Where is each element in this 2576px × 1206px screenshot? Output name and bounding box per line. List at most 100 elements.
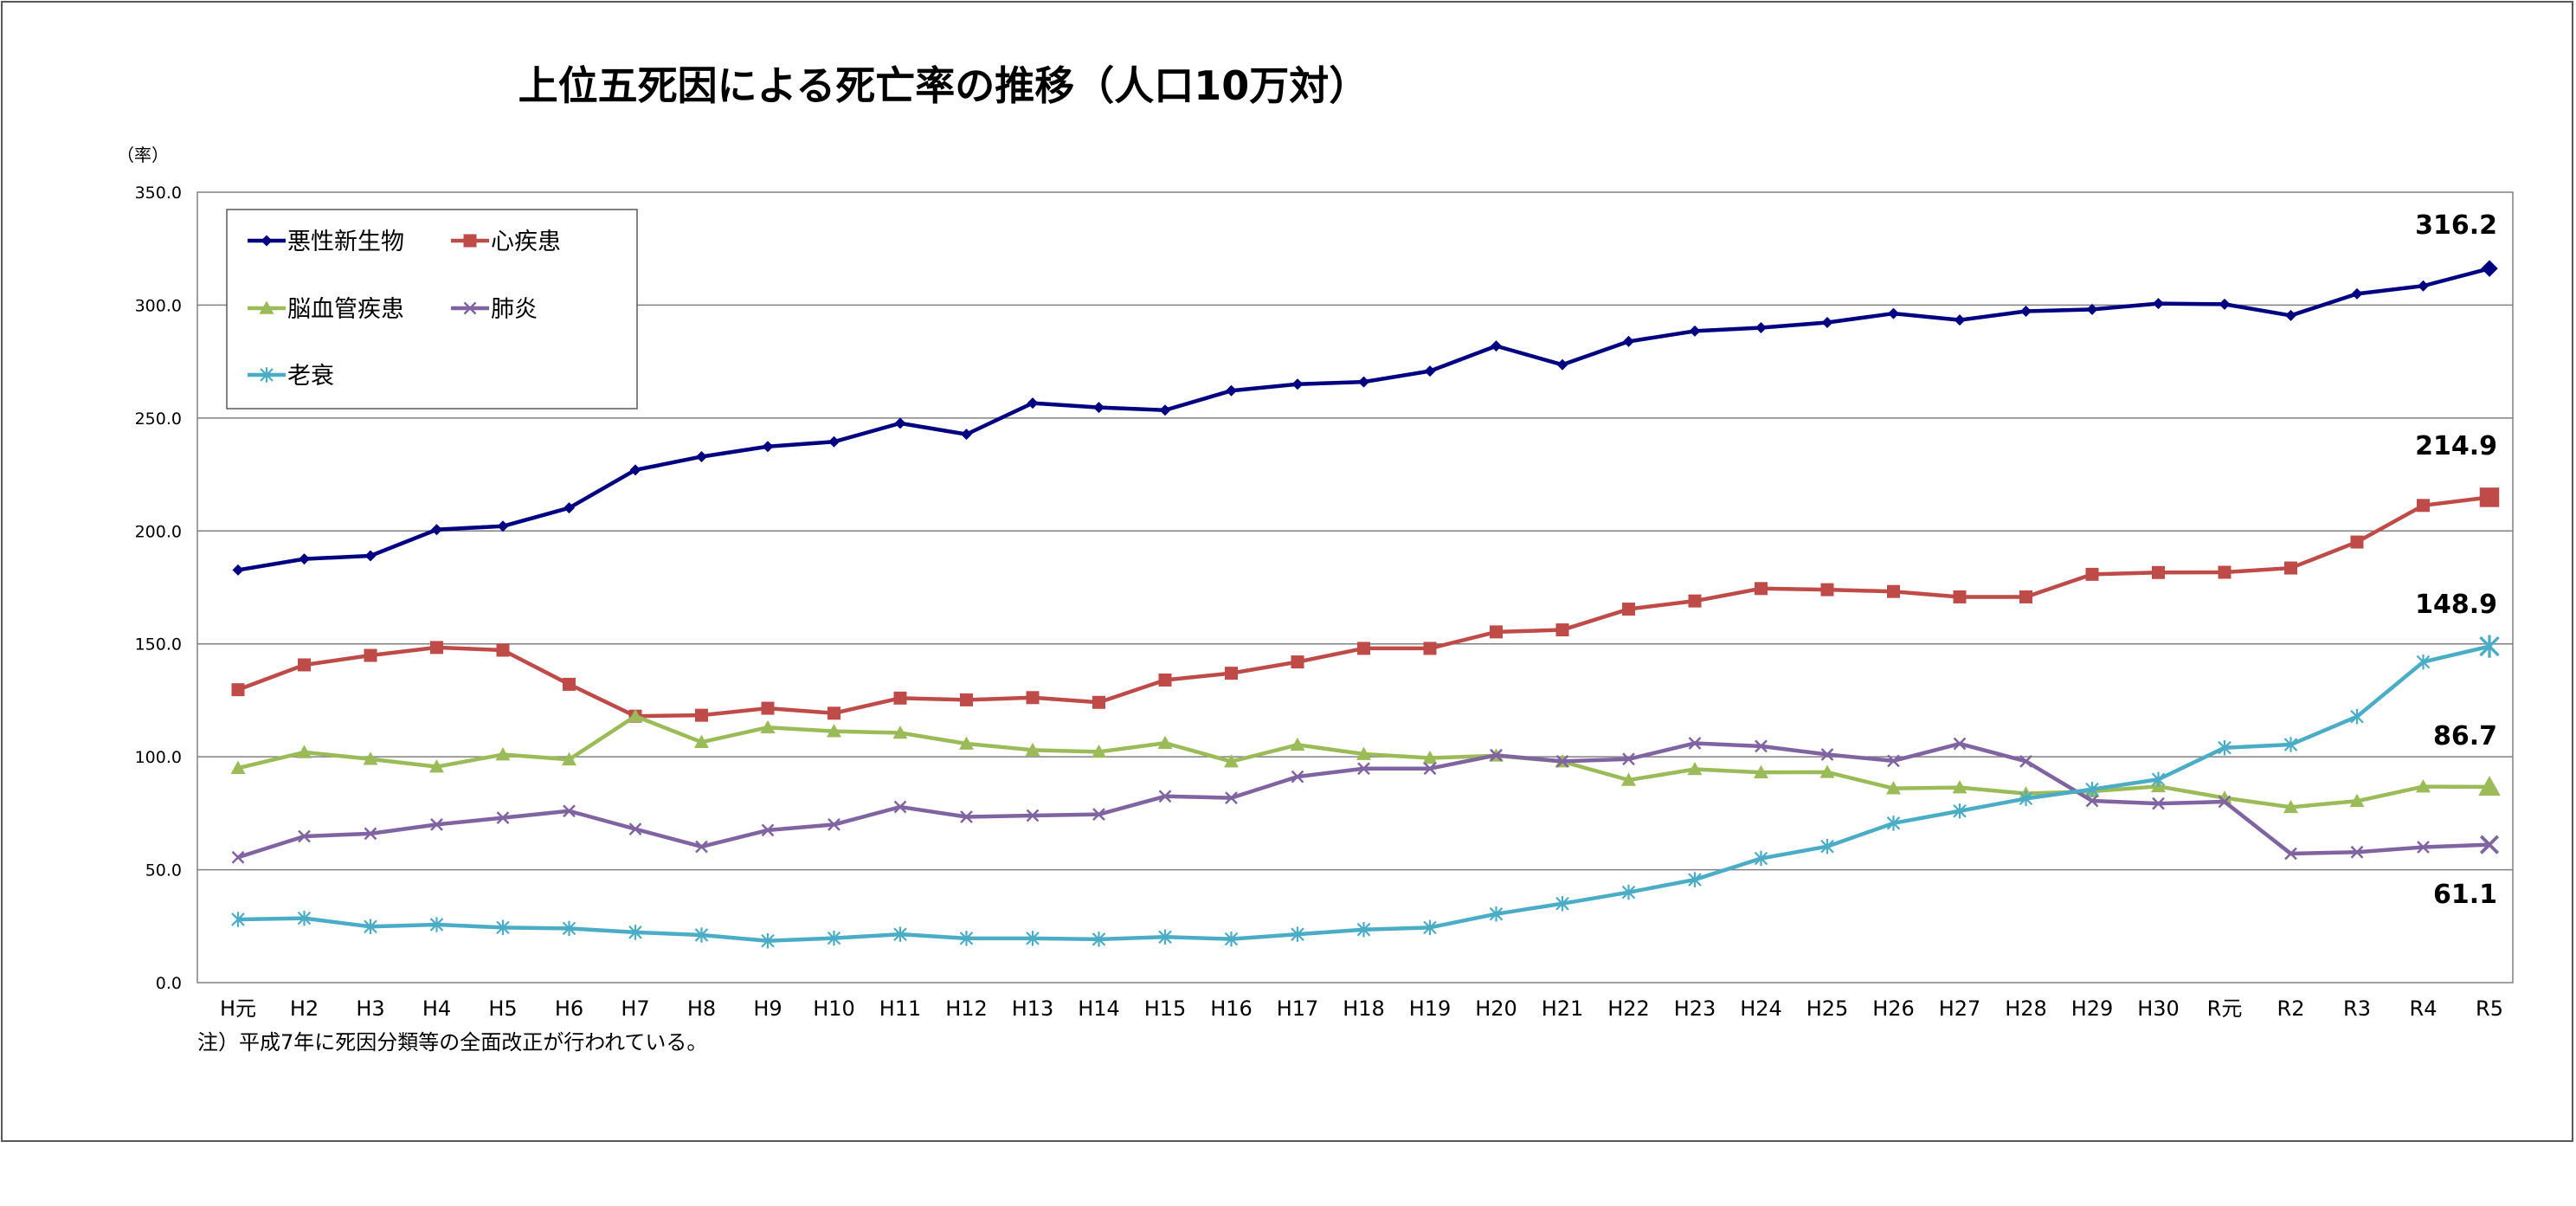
x-tick-label: H2 (290, 996, 319, 1021)
data-point (1291, 378, 1304, 390)
data-point (1688, 737, 1702, 750)
data-point (959, 931, 974, 946)
data-point (2153, 298, 2164, 310)
data-point (1423, 642, 1437, 655)
data-point (2478, 776, 2501, 796)
data-point (1224, 754, 1239, 768)
data-point (1027, 397, 1039, 410)
series-3 (231, 737, 2500, 864)
data-point (1025, 742, 1040, 757)
x-tick-label: R4 (2410, 996, 2438, 1021)
data-point (827, 724, 841, 738)
end-value-label: 61.1 (2433, 880, 2497, 910)
x-tick-label: H13 (1012, 996, 1054, 1021)
y-tick-label: 300.0 (135, 296, 182, 315)
series-line (237, 495, 2490, 719)
data-point (1954, 314, 1966, 326)
data-point (1555, 754, 1569, 768)
data-point (1357, 762, 1370, 776)
data-point (894, 417, 906, 429)
data-point (564, 502, 575, 514)
data-point (1886, 781, 1901, 795)
data-point (430, 818, 443, 831)
x-tick-label: H7 (621, 996, 649, 1021)
x-tick-label: H15 (1144, 996, 1187, 1021)
series-2 (230, 708, 2501, 814)
data-point (2085, 781, 2099, 797)
x-tick-label: H27 (1939, 996, 1981, 1021)
data-point (1158, 790, 1172, 803)
data-point (2351, 287, 2363, 300)
data-point (1687, 761, 1703, 776)
data-point (364, 919, 377, 935)
data-point (695, 840, 708, 854)
data-point (2020, 305, 2032, 317)
data-point (1093, 402, 1104, 414)
data-point (1689, 325, 1701, 337)
data-point (1026, 931, 1040, 946)
data-point (1820, 748, 1834, 761)
data-point (430, 641, 443, 655)
data-point (2219, 298, 2231, 310)
data-point (1158, 673, 1172, 687)
data-point (893, 691, 907, 705)
data-point (695, 708, 708, 722)
data-point (828, 706, 840, 720)
legend-label: 老衰 (287, 363, 334, 390)
data-point (2019, 754, 2032, 768)
data-point (2085, 567, 2099, 581)
data-point (1490, 748, 1503, 762)
data-point (1819, 764, 1835, 778)
data-point (2152, 796, 2165, 810)
x-tick-label: H25 (1806, 996, 1849, 1021)
data-point (1357, 642, 1370, 655)
data-point (2218, 795, 2231, 809)
x-tick-label: H10 (813, 996, 855, 1021)
x-tick-label: H5 (488, 996, 517, 1021)
data-point (1888, 307, 1899, 319)
y-tick-label: 0.0 (156, 974, 182, 993)
data-point (230, 760, 246, 774)
data-point (827, 930, 841, 946)
data-point (1291, 926, 1304, 942)
data-point (1489, 906, 1504, 922)
data-point (1886, 816, 1901, 831)
x-tick-label: H26 (1872, 996, 1915, 1021)
x-tick-label: H6 (555, 996, 583, 1021)
data-point (496, 643, 510, 657)
data-point (1026, 691, 1040, 705)
series-0 (232, 260, 2498, 576)
data-point (828, 435, 840, 448)
x-tick-label: H4 (422, 996, 451, 1021)
data-point (1356, 746, 1371, 760)
data-point (1621, 884, 1636, 900)
legend-item: 心疾患 (451, 229, 561, 255)
data-point (2152, 565, 2165, 579)
data-point (364, 648, 377, 662)
data-point (694, 927, 709, 943)
y-tick-label: 200.0 (135, 522, 182, 541)
data-point (1422, 750, 1438, 764)
data-point (1952, 780, 1967, 794)
data-point (1755, 739, 1768, 753)
legend-box (226, 209, 638, 410)
data-point (261, 235, 273, 247)
x-tick-label: H元 (220, 996, 256, 1021)
y-tick-label: 250.0 (135, 410, 182, 429)
data-point (1423, 919, 1437, 936)
data-point (1490, 625, 1503, 639)
y-tick-label: 50.0 (145, 861, 182, 880)
data-point (431, 524, 442, 536)
end-value-label: 214.9 (2415, 431, 2497, 461)
x-tick-label: H19 (1409, 996, 1452, 1021)
data-point (2350, 845, 2364, 859)
legend-label: 脳血管疾患 (287, 296, 404, 323)
data-point (429, 917, 444, 932)
data-point (761, 701, 775, 715)
x-tick-label: R元 (2207, 996, 2243, 1021)
data-point (2350, 535, 2364, 549)
legend-item: 老衰 (248, 363, 334, 390)
x-tick-label: H14 (1078, 996, 1120, 1021)
data-point (1555, 895, 1569, 912)
data-point (960, 693, 973, 706)
